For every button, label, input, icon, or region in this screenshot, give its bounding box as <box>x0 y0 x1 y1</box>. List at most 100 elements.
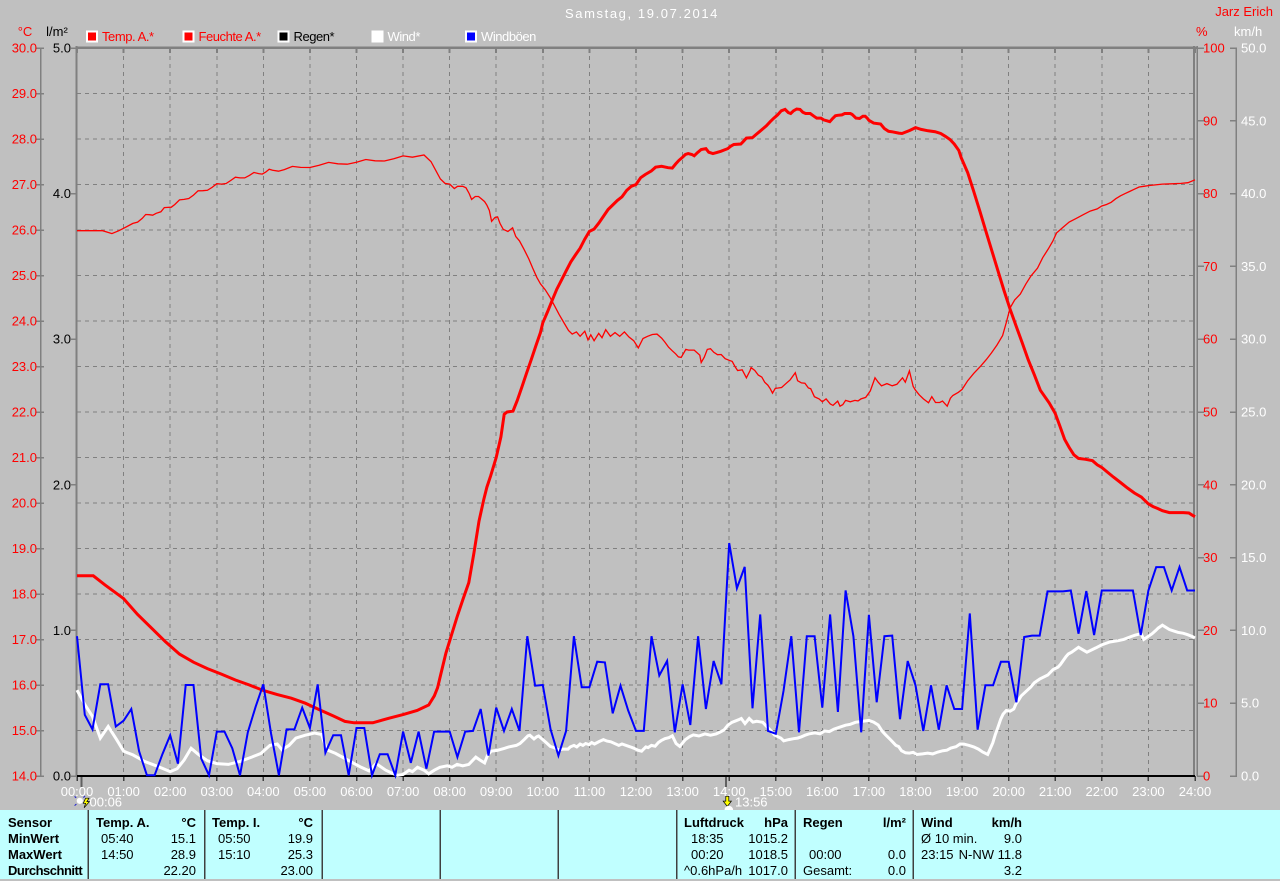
svg-text:29.0: 29.0 <box>12 86 37 101</box>
svg-text:60: 60 <box>1203 332 1217 347</box>
svg-text:20:00: 20:00 <box>992 784 1025 799</box>
svg-text:km/h: km/h <box>1234 24 1262 39</box>
svg-text:25.3: 25.3 <box>288 847 313 862</box>
svg-text:Luftdruck: Luftdruck <box>684 815 745 830</box>
svg-text:13:00: 13:00 <box>666 784 699 799</box>
svg-text:0: 0 <box>1203 769 1210 784</box>
svg-text:N-NW 11.8: N-NW 11.8 <box>959 847 1022 862</box>
svg-text:28.0: 28.0 <box>12 132 37 147</box>
svg-text:km/h: km/h <box>992 815 1022 830</box>
svg-text:0.0: 0.0 <box>53 769 71 784</box>
svg-text:10: 10 <box>1203 696 1217 711</box>
svg-text:23:00: 23:00 <box>1132 784 1165 799</box>
svg-text:05:00: 05:00 <box>294 784 327 799</box>
svg-text:Sensor: Sensor <box>8 815 52 830</box>
svg-text:°C: °C <box>298 815 313 830</box>
svg-text:22.0: 22.0 <box>12 405 37 420</box>
svg-text:^0.6hPa/h: ^0.6hPa/h <box>684 863 742 878</box>
svg-text:13:56: 13:56 <box>735 795 768 810</box>
svg-text:15:10: 15:10 <box>218 847 251 862</box>
svg-text:3.2: 3.2 <box>1004 863 1022 878</box>
svg-text:30.0: 30.0 <box>12 41 37 56</box>
svg-text:02:00: 02:00 <box>154 784 187 799</box>
svg-text:17.0: 17.0 <box>12 632 37 647</box>
svg-text:1.0: 1.0 <box>53 623 71 638</box>
svg-text:26.0: 26.0 <box>12 223 37 238</box>
svg-text:00:00: 00:00 <box>809 847 842 862</box>
svg-text:18.0: 18.0 <box>12 587 37 602</box>
svg-text:11:00: 11:00 <box>574 784 606 799</box>
svg-text:24:00: 24:00 <box>1179 784 1212 799</box>
svg-text:15.0: 15.0 <box>12 723 37 738</box>
svg-text:00:00: 00:00 <box>61 784 94 799</box>
svg-text:15.1: 15.1 <box>171 831 196 846</box>
svg-text:50.0: 50.0 <box>1241 41 1266 56</box>
svg-text:30.0: 30.0 <box>1241 332 1266 347</box>
svg-text:l/m²: l/m² <box>883 815 907 830</box>
svg-text:18:00: 18:00 <box>899 784 932 799</box>
svg-text:Samstag, 19.07.2014: Samstag, 19.07.2014 <box>565 6 719 21</box>
svg-text:4.0: 4.0 <box>53 186 71 201</box>
svg-text:2.0: 2.0 <box>53 477 71 492</box>
svg-text:50: 50 <box>1203 405 1217 420</box>
svg-text:9.0: 9.0 <box>1004 831 1022 846</box>
svg-text:16.0: 16.0 <box>12 678 37 693</box>
svg-text:23.00: 23.00 <box>280 863 313 878</box>
svg-text:45.0: 45.0 <box>1241 113 1266 128</box>
svg-text:1015.2: 1015.2 <box>748 831 788 846</box>
svg-text:Wind*: Wind* <box>388 29 421 44</box>
svg-text:15.0: 15.0 <box>1241 550 1266 565</box>
svg-text:70: 70 <box>1203 259 1217 274</box>
svg-text:Temp. I.: Temp. I. <box>212 815 260 830</box>
svg-text:28.9: 28.9 <box>171 847 196 862</box>
svg-text:Regen*: Regen* <box>294 29 335 44</box>
svg-text:l/m²: l/m² <box>46 24 68 39</box>
svg-text:1017.0: 1017.0 <box>748 863 788 878</box>
svg-text:35.0: 35.0 <box>1241 259 1266 274</box>
svg-text:21.0: 21.0 <box>12 450 37 465</box>
svg-text:17:00: 17:00 <box>853 784 886 799</box>
svg-text:23.0: 23.0 <box>12 359 37 374</box>
svg-text:5.0: 5.0 <box>1241 696 1259 711</box>
svg-text:25.0: 25.0 <box>12 268 37 283</box>
svg-text:22.20: 22.20 <box>163 863 196 878</box>
svg-text:00:20: 00:20 <box>691 847 724 862</box>
svg-text:Durchschnitt: Durchschnitt <box>8 863 83 878</box>
svg-text:°C: °C <box>181 815 196 830</box>
svg-text:03:00: 03:00 <box>201 784 234 799</box>
svg-text:19:00: 19:00 <box>946 784 979 799</box>
svg-text:00:06: 00:06 <box>90 795 123 810</box>
svg-text:04:00: 04:00 <box>247 784 280 799</box>
svg-text:22:00: 22:00 <box>1086 784 1119 799</box>
svg-text:Feuchte A.*: Feuchte A.* <box>199 29 262 44</box>
svg-text:15:00: 15:00 <box>760 784 793 799</box>
svg-text:14:00: 14:00 <box>713 784 746 799</box>
svg-text:08:00: 08:00 <box>433 784 466 799</box>
svg-text:3.0: 3.0 <box>53 332 71 347</box>
svg-text:27.0: 27.0 <box>12 177 37 192</box>
svg-text:0.0: 0.0 <box>888 863 906 878</box>
svg-text:Temp. A.*: Temp. A.* <box>102 29 154 44</box>
svg-text:80: 80 <box>1203 186 1217 201</box>
svg-text:01:00: 01:00 <box>107 784 140 799</box>
svg-text:MaxWert: MaxWert <box>8 847 63 862</box>
svg-text:23:15: 23:15 <box>921 847 954 862</box>
svg-text:Gesamt:: Gesamt: <box>803 863 852 878</box>
svg-text:24.0: 24.0 <box>12 314 37 329</box>
svg-text:5.0: 5.0 <box>53 41 71 56</box>
svg-text:07:00: 07:00 <box>387 784 420 799</box>
svg-text:Wind: Wind <box>921 815 953 830</box>
svg-text:100: 100 <box>1203 41 1225 56</box>
svg-text:25.0: 25.0 <box>1241 405 1266 420</box>
svg-text:10:00: 10:00 <box>527 784 560 799</box>
svg-text:20.0: 20.0 <box>1241 477 1266 492</box>
svg-text:21:00: 21:00 <box>1039 784 1072 799</box>
svg-text:Jarz Erich: Jarz Erich <box>1215 4 1273 19</box>
svg-text:0.0: 0.0 <box>888 847 906 862</box>
svg-text:%: % <box>1196 24 1208 39</box>
svg-text:30: 30 <box>1203 550 1217 565</box>
svg-text:Regen: Regen <box>803 815 843 830</box>
svg-text:19.9: 19.9 <box>288 831 313 846</box>
svg-text:°C: °C <box>18 24 33 39</box>
svg-text:10.0: 10.0 <box>1241 623 1266 638</box>
